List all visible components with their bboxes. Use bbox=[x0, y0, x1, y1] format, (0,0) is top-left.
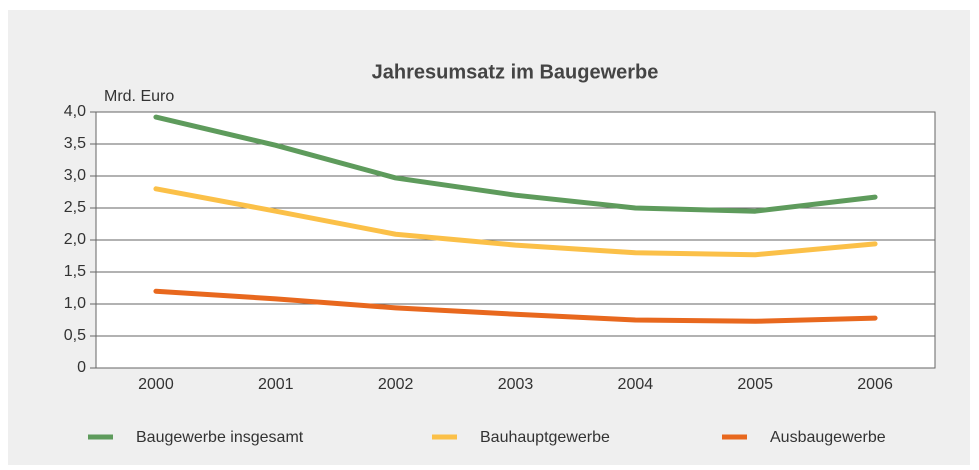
y-tick-label: 3,5 bbox=[64, 135, 86, 152]
line-series bbox=[153, 114, 878, 214]
y-tick-label: 2,5 bbox=[64, 199, 86, 216]
legend-label: Baugewerbe insgesamt bbox=[136, 429, 304, 446]
legend-label: Ausbaugewerbe bbox=[770, 429, 886, 446]
x-tick-label: 2004 bbox=[618, 376, 654, 393]
y-tick-label: 0 bbox=[77, 359, 86, 376]
y-tick-label: 3,0 bbox=[64, 167, 86, 184]
x-tick-label: 2005 bbox=[737, 376, 773, 393]
y-tick-label: 1,5 bbox=[64, 263, 86, 280]
y-tick-label: 4,0 bbox=[64, 103, 86, 120]
x-tick-label: 2000 bbox=[138, 376, 174, 393]
legend-label: Bauhauptgewerbe bbox=[480, 429, 610, 446]
y-tick-label: 0,5 bbox=[64, 327, 86, 344]
y-tick-label: 1,0 bbox=[64, 295, 86, 312]
x-tick-label: 2001 bbox=[258, 376, 294, 393]
x-tick-label: 2002 bbox=[378, 376, 414, 393]
y-tick-label: 2,0 bbox=[64, 231, 86, 248]
x-tick-label: 2006 bbox=[857, 376, 893, 393]
y-axis-label: Mrd. Euro bbox=[104, 88, 174, 105]
line-series bbox=[153, 186, 878, 258]
x-tick-label: 2003 bbox=[498, 376, 534, 393]
line-series bbox=[153, 288, 878, 324]
chart-title: Jahresumsatz im Baugewerbe bbox=[372, 61, 659, 83]
